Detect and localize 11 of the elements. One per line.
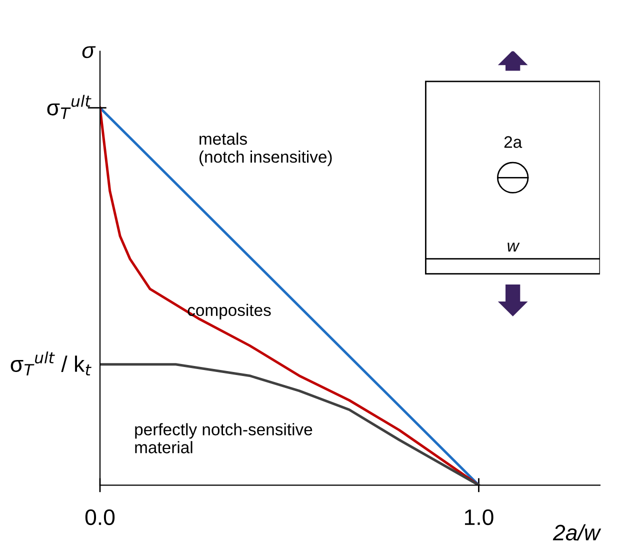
annotation: w bbox=[508, 242, 520, 252]
annotation: metals (notch insensitive) bbox=[200, 132, 332, 166]
y-axis-title: σ bbox=[82, 46, 96, 58]
annotation: perfectly notch-sensitive material bbox=[135, 423, 312, 454]
x-tick-label: 1.0 bbox=[464, 509, 494, 526]
text: σ$_{T}$$^{ult}$ / k$_{t}$ bbox=[10, 351, 92, 376]
annotation: composites bbox=[188, 304, 271, 320]
annotation: 2a bbox=[504, 136, 522, 148]
text: σ$_{T}$$^{ult}$ bbox=[47, 94, 92, 119]
x-tick-label: 0.0 bbox=[85, 509, 115, 526]
x-axis-title: 2a/w bbox=[552, 524, 602, 541]
